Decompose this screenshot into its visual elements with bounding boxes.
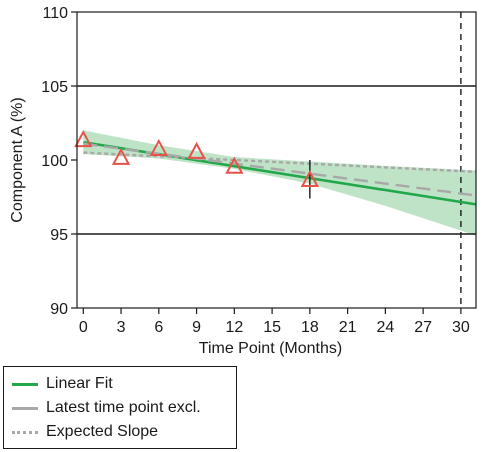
confidence-band: [83, 130, 477, 236]
chart-canvas: 0 3 6 9 12 15 18 21 24 27 30 90 95 100 105 110 Time Poin…: [9, 5, 477, 357]
x-tick-label: 27: [414, 319, 432, 336]
data-point: [187, 141, 206, 159]
y-tick-label: 100: [41, 153, 68, 170]
series-line-2: [83, 151, 477, 174]
x-tick-label: 24: [376, 319, 394, 336]
y-tick-label: 105: [41, 79, 68, 96]
data-point: [225, 156, 244, 174]
y-tick-label: 95: [50, 227, 68, 244]
x-tick-label: 15: [263, 319, 281, 336]
series-line-1: [83, 142, 477, 197]
legend-label-expected-slope: Expected Slope: [46, 423, 159, 440]
legend-item-latest-excluded: Latest time point excl.: [12, 397, 201, 419]
legend-swatch-expected-slope: [12, 430, 38, 434]
legend-item-linear-fit: Linear Fit: [12, 373, 113, 395]
x-tick-label: 18: [301, 319, 319, 336]
y-axis-label: Component A (%): [9, 97, 26, 222]
x-tick-label: 21: [339, 319, 357, 336]
data-point: [300, 169, 320, 188]
legend-label-linear-fit: Linear Fit: [46, 375, 113, 392]
y-tick-label: 110: [42, 5, 68, 22]
legend-label-latest-excluded: Latest time point excl.: [46, 399, 201, 416]
legend-swatch-linear-fit: [12, 382, 38, 386]
x-tick-label: 0: [79, 319, 88, 336]
chart-legend: Linear Fit Latest time point excl. Expec…: [3, 366, 237, 449]
x-tick-label: 6: [154, 319, 163, 336]
data-point: [111, 147, 131, 165]
data-point: [149, 138, 168, 156]
x-tick-label: 30: [452, 319, 470, 336]
x-tick-label: 3: [117, 319, 126, 336]
x-tick-label: 9: [192, 319, 201, 336]
x-tick-label: 12: [225, 319, 243, 336]
legend-swatch-latest-excluded: [12, 406, 38, 410]
x-axis-label: Time Point (Months): [199, 340, 342, 357]
legend-item-expected-slope: Expected Slope: [12, 421, 158, 443]
y-tick-label: 90: [50, 301, 68, 318]
data-point: [74, 129, 93, 148]
